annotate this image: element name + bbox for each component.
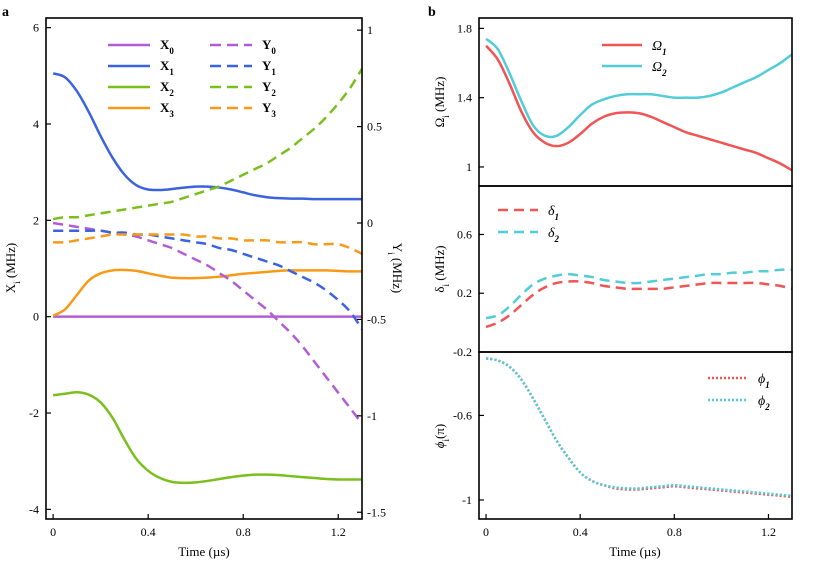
legend-label-x1: X1 [160, 58, 174, 77]
legend-label-phi1: ϕ1 [758, 372, 770, 390]
panel-a-right-ytick-label-3: -0.5 [367, 312, 386, 326]
panel-a-right-ytick-label-2: 0 [367, 216, 373, 230]
panel-b-middle-series-δ2 [485, 268, 792, 320]
legend-item-phi1: ϕ1 [708, 372, 770, 390]
panel-b-bottom-ytick-label-0: -0.6 [453, 408, 472, 422]
legend-label-delta1: δ1 [548, 204, 559, 222]
legend-label-phi2: ϕ2 [758, 394, 770, 412]
panel-b-bottom-ytick-label-1: -1 [462, 493, 472, 507]
panel-b-bottom-xtick-label-1: 0.4 [573, 525, 588, 539]
panel-a-frame [45, 17, 363, 520]
legend-label-omega1: Ω1 [652, 39, 667, 57]
panel-a-right-ytick-label-5: -1.5 [367, 505, 386, 519]
legend-item-omega2: Ω2 [602, 60, 667, 78]
panel-b-middle-series-δ1 [485, 280, 792, 329]
panel-a-series-y3 [53, 233, 362, 255]
panel-a-ticks: 0 0.4 0.8 1.2 6 4 2 0 -2 -4 1 0.5 0 -0.5 -1 -1.5 [29, 21, 386, 539]
panel-a-right-ytick-label-0: 1 [367, 23, 373, 37]
panel-b-bottom-xtick-label-3: 1.2 [761, 525, 776, 539]
legend-item-y0: Y0 [210, 37, 276, 56]
panel-a-left-ytick-label-0: 6 [33, 21, 39, 35]
panel-a-left-ytick-label-5: -4 [29, 502, 39, 516]
panel-a-series-y0 [52, 221, 362, 425]
panel-b-top-ylabel: Ωi (MHz) [432, 77, 451, 128]
panel-b-top-legend: Ω1 Ω2 [602, 39, 667, 78]
panel-a-left-ytick-label-2: 2 [33, 213, 39, 227]
panel-a-left-ytick-label-3: 0 [33, 310, 39, 324]
panel-b-top-series-ω2 [485, 37, 792, 139]
legend-label-y1: Y1 [262, 58, 276, 77]
panel-b-middle-ylabel: δi (MHz) [432, 245, 451, 292]
legend-label-delta2: δ2 [548, 226, 560, 244]
panel-b-bottom-xtick-label-0: 0 [483, 525, 489, 539]
legend-item-y1: Y1 [210, 58, 276, 77]
panel-a-legend: X0 X1 X2 X3 Y0 Y1 Y2 Y3 [108, 37, 276, 119]
panel-a-left-xtick-label-3: 1.2 [331, 525, 346, 539]
panel-b-top-series-ω1 [485, 44, 792, 172]
panel-b-top-ytick-label-0: 1.8 [457, 21, 472, 35]
panel-a-left-xtick-label-0: 0 [50, 525, 56, 539]
legend-item-delta1: δ1 [498, 204, 559, 222]
legend-item-x1: X1 [108, 58, 174, 77]
panel-a-left-ytick-label-1: 4 [33, 117, 39, 131]
panel-b-middle-frame [478, 185, 793, 353]
legend-label-x3: X3 [160, 100, 174, 119]
panel-a-left-xtick-label-1: 0.4 [141, 525, 156, 539]
legend-item-y2: Y2 [210, 79, 276, 98]
panel-a-left-xtick-label-2: 0.8 [236, 525, 251, 539]
panel-a-left-ytick-label-4: -2 [29, 406, 39, 420]
legend-item-x0: X0 [108, 37, 174, 56]
legend-label-omega2: Ω2 [652, 60, 667, 78]
legend-label-x2: X2 [160, 79, 174, 98]
legend-label-y3: Y3 [262, 100, 276, 119]
legend-item-delta2: δ2 [498, 226, 560, 244]
panel-b-middle-ytick-label-2: -0.2 [453, 345, 472, 359]
legend-item-omega1: Ω1 [602, 39, 667, 57]
panel-b-top-ytick-label-2: 1 [466, 160, 472, 174]
panel-a-series-y1 [53, 229, 362, 330]
panel-b-bottom-frame [478, 351, 793, 520]
panel-b-label: b [428, 5, 436, 20]
panel-b-bottom-ylabel: ϕi(π) [432, 424, 451, 448]
panel-a-series-y2 [52, 68, 362, 221]
panel-a-right-ytick-label-4: -1 [367, 409, 377, 423]
legend-item-x3: X3 [108, 100, 174, 119]
legend-item-phi2: ϕ2 [708, 394, 770, 412]
panel-b-bottom-legend: ϕ1 ϕ2 [708, 372, 770, 412]
panel-b-bottom-xtick-label-2: 0.8 [667, 525, 682, 539]
legend-item-y3: Y3 [210, 100, 276, 119]
panel-b-middle-legend: δ1 δ2 [498, 204, 560, 244]
panel-a-series-x1 [52, 72, 362, 201]
legend-item-x2: X2 [108, 79, 174, 98]
panel-a-plot [52, 68, 362, 485]
panel-b-bottom-series-ϕ1 [485, 357, 792, 499]
panel-b-middle-ytick-label-1: 0.2 [457, 286, 472, 300]
panel-b-top-ytick-label-1: 1.4 [457, 91, 472, 105]
legend-label-y0: Y0 [262, 37, 276, 56]
panel-a-series-x2 [52, 391, 362, 485]
legend-label-x0: X0 [160, 37, 174, 56]
panel-b-middle-ytick-label-0: 0.6 [457, 227, 472, 241]
panel-b-bottom-series-ϕ2 [485, 357, 792, 497]
panel-a-right-ytick-label-1: 0.5 [367, 120, 382, 134]
panel-a-xlabel: Time (µs) [178, 544, 229, 559]
panel-b-xlabel: Time (µs) [609, 544, 660, 559]
panel-a-ylabel-right: Yi (MHz) [386, 243, 405, 294]
panel-b-top-frame [478, 17, 793, 187]
panel-b-plot [485, 37, 792, 499]
panel-b-ticks: 1.8 1.4 1 0.6 0.2 -0.2 0 0.4 0.8 1.2 -0.6 -1 [453, 21, 776, 539]
legend-label-y2: Y2 [262, 79, 276, 98]
panel-a-series-x3 [52, 268, 362, 317]
panel-a-label: a [2, 5, 9, 20]
panel-a-ylabel-left: Xi (MHz) [3, 243, 22, 294]
